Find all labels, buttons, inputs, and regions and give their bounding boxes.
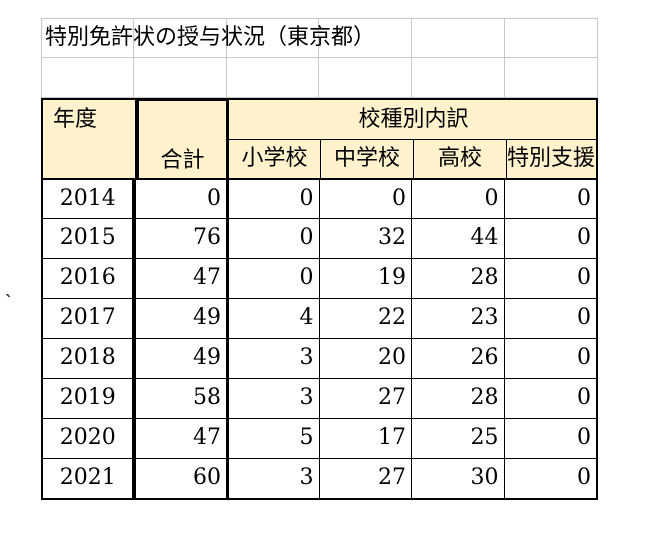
- cell-year[interactable]: 2014: [43, 180, 134, 219]
- table-row: 2019 58 3 27 28 0: [43, 378, 596, 418]
- cell-high-school[interactable]: 26: [412, 339, 505, 378]
- cell-high-school[interactable]: 28: [412, 379, 505, 418]
- cell-year[interactable]: 2020: [43, 419, 134, 458]
- header-school-breakdown[interactable]: 校種別内訳: [229, 100, 598, 140]
- cell-high-school[interactable]: 25: [412, 419, 505, 458]
- cell-junior-high[interactable]: 19: [320, 259, 413, 298]
- table-row: 2017 49 4 22 23 0: [43, 298, 596, 338]
- header-special-support[interactable]: 特別支援: [507, 146, 596, 171]
- title-row: 特別免許状の授与状況（東京都）: [41, 18, 598, 58]
- cell-elementary[interactable]: 3: [229, 339, 320, 378]
- table-body: 2014 0 0 0 0 0 2015 76 0 32 44 0 2016 47…: [41, 178, 598, 500]
- cell-junior-high[interactable]: 17: [320, 419, 413, 458]
- header-high-school[interactable]: 高校: [414, 140, 507, 178]
- table-header: 年度 合計 校種別内訳 小学校 中学校 高校 特別支援: [41, 98, 598, 180]
- cell-year[interactable]: 2015: [43, 219, 134, 258]
- cell-junior-high[interactable]: 27: [320, 459, 413, 498]
- cell-special-support[interactable]: 0: [577, 385, 592, 410]
- cell-total[interactable]: 49: [133, 339, 229, 378]
- cell-b2[interactable]: [134, 58, 227, 98]
- cell-special-support[interactable]: 0: [577, 265, 592, 290]
- cell-b1[interactable]: [134, 18, 227, 58]
- cell-elementary[interactable]: 3: [229, 459, 320, 498]
- cell-junior-high[interactable]: 27: [320, 379, 413, 418]
- table-row: 2016 47 0 19 28 0: [43, 258, 596, 298]
- cell-year[interactable]: 2018: [43, 339, 134, 378]
- cell-junior-high[interactable]: 32: [320, 219, 413, 258]
- table-row: 2020 47 5 17 25 0: [43, 418, 596, 458]
- cell-special-support[interactable]: 0: [577, 186, 592, 211]
- cell-junior-high[interactable]: 0: [320, 180, 413, 219]
- cell-a1[interactable]: [41, 18, 134, 58]
- table-row: 2018 49 3 20 26 0: [43, 338, 596, 378]
- cell-special-support[interactable]: 0: [577, 425, 592, 450]
- cell-year[interactable]: 2016: [43, 259, 134, 298]
- table-title: 特別免許状の授与状況（東京都）: [45, 25, 376, 50]
- cell-special-support[interactable]: 0: [577, 465, 592, 490]
- cell-total[interactable]: 47: [133, 419, 229, 458]
- cell-special-support[interactable]: 0: [577, 225, 592, 250]
- cell-junior-high[interactable]: 22: [320, 299, 413, 338]
- table-row: 2015 76 0 32 44 0: [43, 218, 596, 258]
- header-junior-high[interactable]: 中学校: [321, 140, 414, 178]
- cell-f1[interactable]: [505, 18, 598, 58]
- cell-elementary[interactable]: 3: [229, 379, 320, 418]
- cell-year[interactable]: 2017: [43, 299, 134, 338]
- cell-total[interactable]: 60: [133, 459, 229, 498]
- cell-d1[interactable]: [319, 18, 412, 58]
- cell-e2[interactable]: [412, 58, 505, 98]
- cell-high-school[interactable]: 0: [412, 180, 505, 219]
- blank-row: [41, 58, 598, 98]
- cell-special-support[interactable]: 0: [577, 305, 592, 330]
- cell-high-school[interactable]: 44: [412, 219, 505, 258]
- cell-high-school[interactable]: 28: [412, 259, 505, 298]
- cell-total[interactable]: 76: [133, 219, 229, 258]
- cell-e1[interactable]: [412, 18, 505, 58]
- table-row: 2014 0 0 0 0 0: [43, 178, 596, 219]
- cell-elementary[interactable]: 5: [229, 419, 320, 458]
- header-elementary[interactable]: 小学校: [229, 140, 321, 178]
- edge-mark: ｀: [0, 296, 21, 321]
- cell-total[interactable]: 47: [133, 259, 229, 298]
- cell-elementary[interactable]: 4: [229, 299, 320, 338]
- cell-elementary[interactable]: 0: [229, 180, 320, 219]
- cell-d2[interactable]: [319, 58, 412, 98]
- table-row: 2021 60 3 27 30 0: [43, 458, 596, 498]
- cell-a2[interactable]: [41, 58, 134, 98]
- cell-elementary[interactable]: 0: [229, 219, 320, 258]
- header-year[interactable]: 年度: [43, 100, 136, 178]
- cell-junior-high[interactable]: 20: [320, 339, 413, 378]
- cell-high-school[interactable]: 23: [412, 299, 505, 338]
- spreadsheet-table: 特別免許状の授与状況（東京都） 年度 合計 校種別内訳 小学校 中学校 高校 特…: [41, 18, 598, 500]
- cell-year[interactable]: 2021: [43, 459, 134, 498]
- cell-f2[interactable]: [505, 58, 598, 98]
- cell-year[interactable]: 2019: [43, 379, 134, 418]
- cell-c1[interactable]: [227, 18, 319, 58]
- cell-total[interactable]: 0: [133, 180, 229, 219]
- cell-c2[interactable]: [227, 58, 319, 98]
- cell-total[interactable]: 49: [133, 299, 229, 338]
- header-total[interactable]: 合計: [136, 98, 229, 180]
- cell-high-school[interactable]: 30: [412, 459, 505, 498]
- cell-total[interactable]: 58: [133, 379, 229, 418]
- cell-special-support[interactable]: 0: [577, 345, 592, 370]
- cell-elementary[interactable]: 0: [229, 259, 320, 298]
